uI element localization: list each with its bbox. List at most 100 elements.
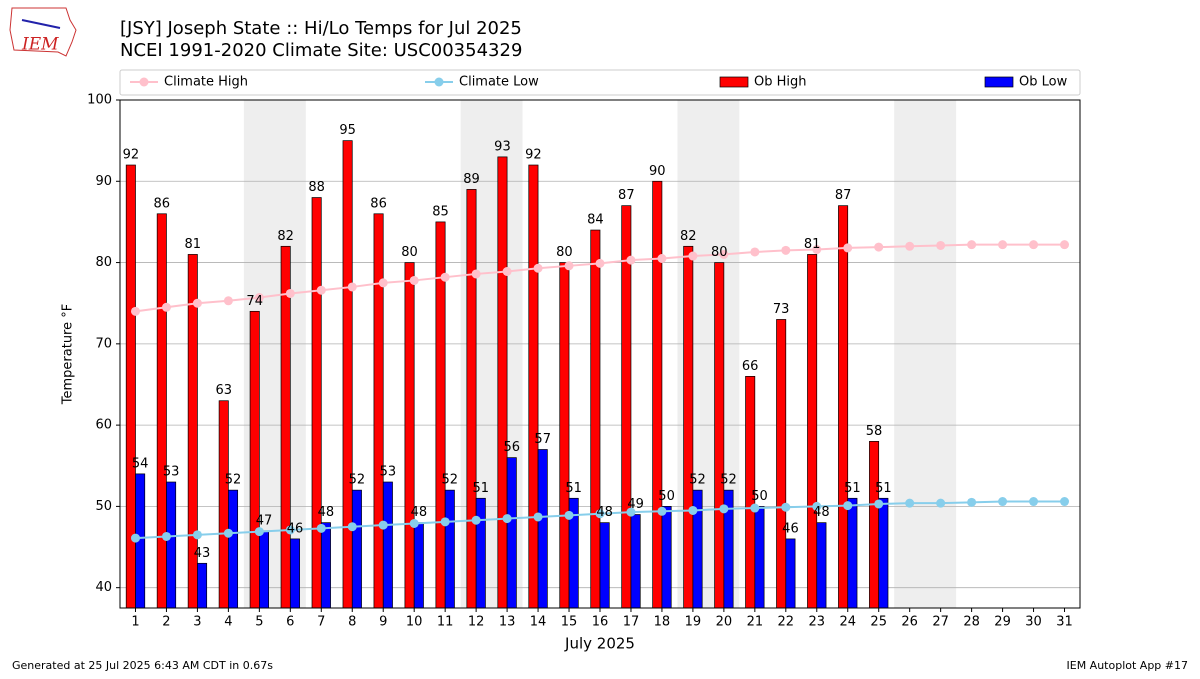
x-tick-label: 6	[286, 615, 294, 630]
bar	[630, 514, 641, 609]
data-label: 53	[163, 465, 180, 480]
data-label: 85	[432, 204, 449, 219]
x-tick-label: 1	[131, 615, 139, 630]
bar	[413, 522, 424, 609]
bar	[776, 319, 787, 609]
data-label: 95	[339, 123, 356, 138]
logo-line	[21, 19, 61, 29]
bar	[373, 213, 384, 609]
point	[874, 242, 884, 252]
bar	[311, 197, 322, 609]
point	[223, 296, 233, 306]
y-tick-label: 70	[95, 336, 112, 351]
y-axis-label: Temperature °F	[61, 304, 76, 405]
data-label: 52	[225, 473, 242, 488]
plot-frame	[119, 99, 1081, 609]
x-tick-label: 14	[530, 615, 547, 630]
data-label: 48	[411, 505, 428, 520]
point	[936, 240, 946, 250]
x-tick-label: 12	[468, 615, 485, 630]
data-label: 46	[782, 521, 799, 536]
legend-swatch	[719, 76, 749, 88]
x-tick-label: 17	[623, 615, 640, 630]
data-label: 57	[534, 432, 551, 447]
bar	[444, 489, 455, 609]
bar	[847, 497, 858, 609]
point	[998, 497, 1008, 507]
bar	[218, 400, 229, 609]
point	[595, 509, 605, 519]
x-tick-label: 30	[1025, 615, 1042, 630]
point	[409, 275, 419, 285]
bar	[228, 489, 239, 609]
bar	[197, 562, 208, 609]
point	[347, 282, 357, 292]
legend-box	[119, 69, 1081, 96]
bar	[466, 189, 477, 609]
point	[254, 293, 264, 303]
data-label: 53	[380, 465, 397, 480]
point	[595, 258, 605, 268]
x-tick-label: 19	[685, 615, 702, 630]
data-label: 82	[680, 229, 697, 244]
y-tick-label: 40	[95, 580, 112, 595]
data-label: 51	[473, 481, 490, 496]
point	[378, 520, 388, 530]
x-tick-label: 4	[224, 615, 232, 630]
data-label: 52	[720, 473, 737, 488]
point	[626, 255, 636, 265]
point	[192, 530, 202, 540]
point	[223, 528, 233, 538]
data-label: 51	[844, 481, 861, 496]
data-label: 86	[370, 196, 387, 211]
x-tick-label: 10	[406, 615, 423, 630]
point	[440, 517, 450, 527]
point	[812, 245, 822, 255]
x-tick-label: 29	[994, 615, 1011, 630]
x-tick-label: 28	[963, 615, 980, 630]
data-label: 80	[401, 245, 418, 260]
bar	[754, 506, 765, 609]
legend-label: Ob High	[754, 75, 807, 90]
point	[564, 510, 574, 520]
point	[812, 501, 822, 511]
bar	[621, 205, 632, 609]
bar	[599, 522, 610, 609]
bar	[404, 262, 415, 609]
bar	[382, 481, 393, 609]
point	[564, 261, 574, 271]
bar	[156, 213, 167, 609]
point	[626, 507, 636, 517]
point	[471, 515, 481, 525]
bar	[590, 229, 601, 609]
bar	[559, 262, 570, 609]
data-label: 74	[246, 294, 263, 309]
data-label: 48	[813, 505, 830, 520]
point	[471, 269, 481, 279]
x-tick-label: 21	[747, 615, 764, 630]
bar	[320, 522, 331, 609]
bar	[259, 530, 269, 609]
data-label: 49	[627, 497, 644, 512]
bar	[878, 497, 889, 609]
point	[254, 527, 264, 537]
data-label: 93	[494, 139, 511, 154]
point	[688, 251, 698, 261]
point	[378, 278, 388, 288]
point	[781, 502, 791, 512]
x-tick-label: 18	[654, 615, 671, 630]
bar	[528, 164, 539, 609]
y-tick-label: 90	[95, 174, 112, 189]
point	[161, 302, 171, 312]
bar	[289, 538, 300, 609]
point	[719, 249, 729, 259]
data-label: 81	[185, 237, 202, 252]
bar	[497, 156, 508, 609]
data-label: 80	[711, 245, 728, 260]
bar	[683, 245, 694, 609]
x-tick-label: 9	[379, 615, 387, 630]
point	[409, 518, 419, 528]
bar	[280, 245, 291, 609]
footer-right: IEM Autoplot App #17	[1067, 659, 1189, 672]
point	[874, 499, 884, 509]
